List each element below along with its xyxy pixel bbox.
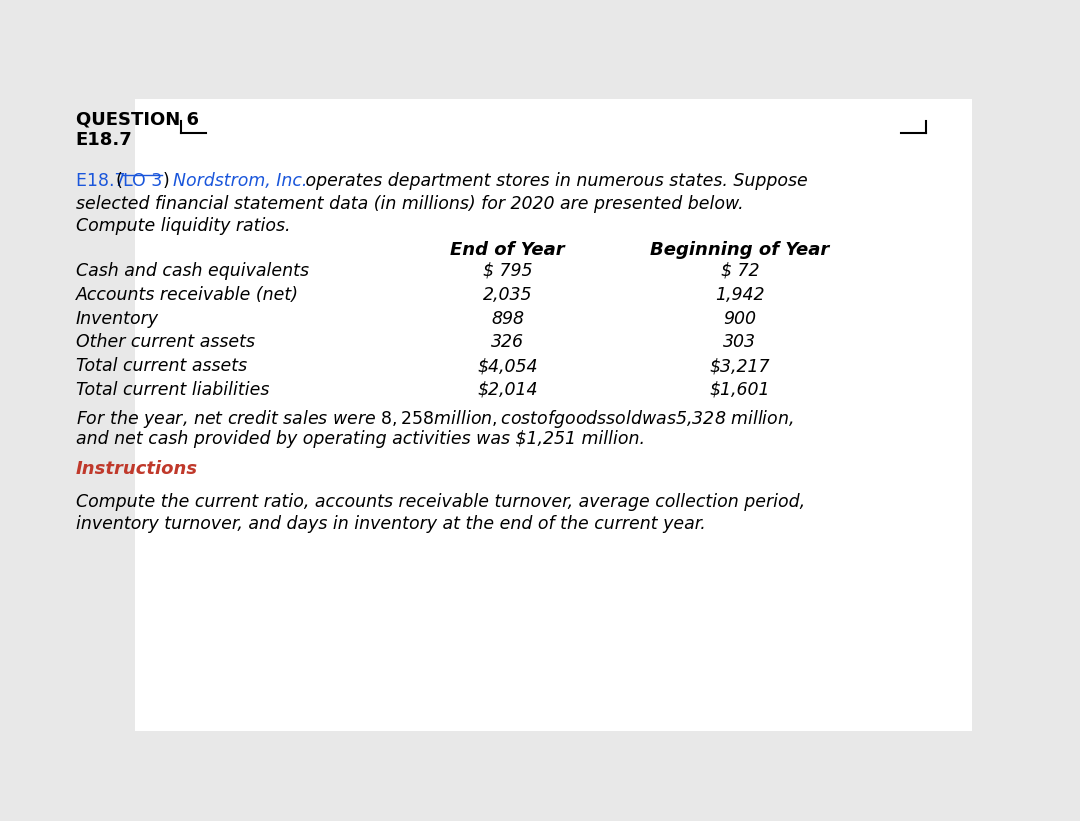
Text: 1,942: 1,942 <box>715 286 765 304</box>
Text: $ 72: $ 72 <box>720 262 759 280</box>
Text: 303: 303 <box>724 333 756 351</box>
Text: E18.7: E18.7 <box>76 172 131 190</box>
Text: selected financial statement data (in millions) for 2020 are presented below.: selected financial statement data (in mi… <box>76 195 743 213</box>
Text: $3,217: $3,217 <box>710 357 770 375</box>
Text: $ 795: $ 795 <box>483 262 532 280</box>
Text: (: ( <box>116 172 122 190</box>
Text: inventory turnover, and days in inventory at the end of the current year.: inventory turnover, and days in inventor… <box>76 515 705 533</box>
Text: Accounts receivable (net): Accounts receivable (net) <box>76 286 298 304</box>
Text: $1,601: $1,601 <box>710 381 770 399</box>
Text: For the year, net credit sales were $8,258 million, cost of goods sold was $5,32: For the year, net credit sales were $8,2… <box>76 408 794 430</box>
Text: ): ) <box>163 172 175 190</box>
Text: Inventory: Inventory <box>76 310 159 328</box>
Text: 2,035: 2,035 <box>483 286 532 304</box>
Text: E18.7: E18.7 <box>76 131 133 149</box>
Text: Compute liquidity ratios.: Compute liquidity ratios. <box>76 217 291 235</box>
Text: End of Year: End of Year <box>450 241 565 259</box>
Text: Cash and cash equivalents: Cash and cash equivalents <box>76 262 309 280</box>
Text: Total current assets: Total current assets <box>76 357 246 375</box>
Text: Total current liabilities: Total current liabilities <box>76 381 269 399</box>
Text: 898: 898 <box>491 310 524 328</box>
Text: Nordstrom, Inc.: Nordstrom, Inc. <box>173 172 307 190</box>
Text: Beginning of Year: Beginning of Year <box>650 241 829 259</box>
Text: operates department stores in numerous states. Suppose: operates department stores in numerous s… <box>300 172 808 190</box>
Text: Other current assets: Other current assets <box>76 333 255 351</box>
Text: 326: 326 <box>491 333 524 351</box>
Text: $2,014: $2,014 <box>477 381 538 399</box>
Text: and net cash provided by operating activities was $1,251 million.: and net cash provided by operating activ… <box>76 430 645 448</box>
Text: $4,054: $4,054 <box>477 357 538 375</box>
Text: 900: 900 <box>724 310 756 328</box>
Text: Compute the current ratio, accounts receivable turnover, average collection peri: Compute the current ratio, accounts rece… <box>76 493 805 511</box>
Text: Instructions: Instructions <box>76 460 198 478</box>
Text: LO 3: LO 3 <box>123 172 162 190</box>
Text: QUESTION 6: QUESTION 6 <box>76 111 199 129</box>
